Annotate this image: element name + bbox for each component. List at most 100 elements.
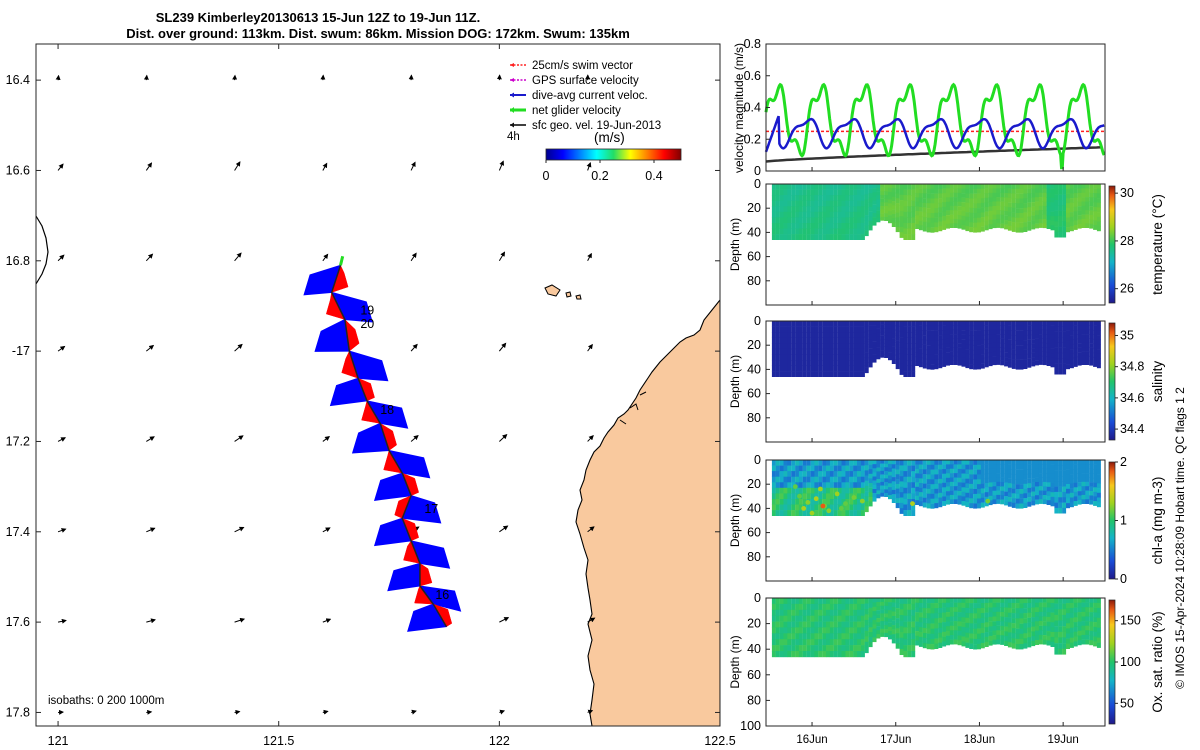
section-cell — [1046, 352, 1051, 358]
section-cell — [895, 188, 900, 194]
section-cell — [922, 478, 927, 484]
section-cell — [915, 329, 920, 335]
section-cell — [922, 344, 927, 350]
section-cell — [1042, 219, 1047, 224]
section-cell — [783, 189, 788, 196]
section-cell — [864, 598, 869, 604]
section-cell — [833, 504, 838, 511]
section-cell — [795, 645, 800, 652]
section-cell — [1073, 339, 1078, 345]
section-cell — [911, 365, 916, 372]
section-cell — [1004, 464, 1009, 470]
section-colorbar-tick-label: 34.4 — [1120, 422, 1144, 436]
section-cell — [961, 197, 966, 203]
section-cell — [818, 633, 823, 640]
section-cell — [949, 334, 954, 339]
section-ytick-label: 80 — [747, 693, 761, 707]
section-cell — [891, 355, 896, 360]
day-label: 20 — [360, 317, 374, 331]
section-cell — [779, 460, 784, 466]
section-cell — [802, 200, 807, 207]
section-cell — [1007, 348, 1012, 354]
section-cell — [915, 482, 920, 488]
section-cell — [922, 598, 927, 604]
section-cell — [1038, 468, 1043, 474]
section-cell — [953, 201, 958, 207]
section-cell — [849, 354, 854, 361]
section-cell — [822, 189, 827, 196]
section-cell — [980, 354, 985, 360]
section-cell — [818, 615, 823, 622]
section-cell — [884, 350, 889, 355]
section-ytick-label: 20 — [747, 477, 761, 491]
section-cell — [783, 365, 788, 372]
section-cell — [849, 603, 854, 611]
section-cell — [1093, 598, 1098, 604]
section-cell — [895, 207, 900, 213]
section-cell — [1058, 470, 1063, 477]
legend-item-swim-vector: 25cm/s swim vector — [510, 60, 633, 72]
section-cell — [857, 645, 861, 652]
section-cell — [915, 192, 920, 198]
section-cell — [1062, 231, 1067, 238]
section-cell — [833, 633, 838, 640]
section-cell — [930, 474, 935, 480]
section-cell — [915, 626, 920, 632]
section-cell — [845, 504, 850, 511]
geo-vector-arrow — [234, 343, 243, 352]
section-cell — [849, 460, 854, 466]
section-cell — [911, 348, 916, 355]
chla-highlight-point — [826, 508, 832, 514]
section-cell — [980, 207, 985, 213]
section-cell — [1007, 358, 1012, 363]
section-cell — [926, 498, 931, 504]
section-cell — [915, 640, 920, 646]
section-cell — [918, 460, 923, 465]
section-cell — [980, 221, 985, 227]
section-cell — [1019, 184, 1024, 190]
section-cell — [1054, 226, 1059, 233]
section-cell — [973, 184, 978, 190]
section-cell — [771, 487, 776, 494]
section-cell — [1046, 334, 1051, 340]
section-cell — [864, 625, 869, 632]
section-cell — [1027, 617, 1032, 623]
section-cell — [1035, 192, 1039, 198]
section-cell — [791, 476, 796, 483]
section-cell — [1077, 197, 1082, 202]
section-cell — [826, 465, 830, 472]
section-cell — [1000, 188, 1005, 194]
section-cell — [938, 344, 943, 350]
section-cell — [779, 633, 784, 640]
section-cell — [1011, 483, 1016, 489]
section-cell — [868, 202, 873, 208]
section-cell — [1050, 357, 1055, 363]
section-cell — [864, 189, 869, 195]
section-cell — [965, 325, 970, 331]
section-cell — [1023, 493, 1028, 499]
section-cell — [895, 469, 900, 475]
section-cell — [1035, 223, 1039, 229]
section-cell — [1011, 633, 1016, 639]
section-cell — [1077, 640, 1082, 646]
section-cell — [857, 633, 861, 640]
section-cell — [946, 635, 950, 641]
section-cell — [1077, 602, 1082, 608]
section-cell — [1093, 487, 1098, 493]
section-cell — [899, 331, 904, 338]
section-cell — [841, 365, 846, 372]
section-ytick-label: 80 — [747, 274, 761, 288]
section-cell — [1093, 325, 1098, 331]
section-colorbar-tick-label: 50 — [1120, 696, 1134, 710]
section-cell — [915, 473, 920, 479]
section-cell — [783, 343, 788, 350]
section-cell — [1015, 330, 1020, 336]
section-cell — [771, 371, 776, 377]
section-cell — [1007, 469, 1012, 475]
section-cell — [1004, 491, 1009, 497]
section-cell — [1089, 486, 1094, 492]
section-cell — [996, 214, 1001, 220]
section-cell — [942, 496, 947, 502]
section-cell — [806, 460, 811, 466]
section-cell — [798, 499, 803, 505]
